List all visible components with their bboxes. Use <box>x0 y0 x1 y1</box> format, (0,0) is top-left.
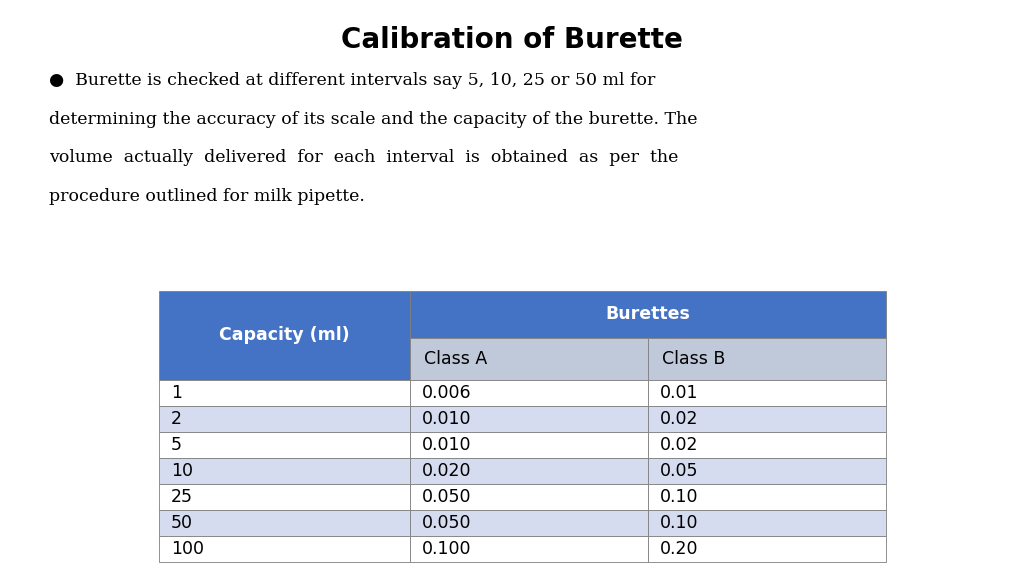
Text: 0.050: 0.050 <box>422 514 471 532</box>
Text: 0.02: 0.02 <box>660 410 698 427</box>
Text: 2: 2 <box>171 410 182 427</box>
Text: 0.10: 0.10 <box>660 488 698 506</box>
Bar <box>410 338 648 380</box>
Text: 5: 5 <box>171 435 182 453</box>
Text: Burettes: Burettes <box>605 305 690 324</box>
Text: Calibration of Burette: Calibration of Burette <box>341 26 683 54</box>
Text: ●  Burette is checked at different intervals say 5, 10, 25 or 50 ml for: ● Burette is checked at different interv… <box>49 72 655 89</box>
Bar <box>159 406 410 431</box>
Bar <box>648 510 886 536</box>
Text: Capacity (ml): Capacity (ml) <box>219 326 349 344</box>
Bar <box>159 380 410 406</box>
Bar <box>410 406 648 431</box>
Text: 100: 100 <box>171 540 204 558</box>
Bar <box>410 484 648 510</box>
Text: procedure outlined for milk pipette.: procedure outlined for milk pipette. <box>49 188 365 205</box>
Bar <box>648 536 886 562</box>
Text: 0.100: 0.100 <box>422 540 471 558</box>
Text: 0.02: 0.02 <box>660 435 698 453</box>
Bar <box>648 406 886 431</box>
Bar <box>159 536 410 562</box>
Text: 0.20: 0.20 <box>660 540 698 558</box>
Text: 0.010: 0.010 <box>422 410 471 427</box>
Bar <box>159 457 410 484</box>
Text: Class B: Class B <box>663 350 726 368</box>
Text: 0.01: 0.01 <box>660 384 698 401</box>
Bar <box>159 431 410 457</box>
Bar <box>410 291 886 338</box>
Bar <box>648 484 886 510</box>
Text: 0.010: 0.010 <box>422 435 471 453</box>
Bar <box>159 291 410 380</box>
Text: 0.050: 0.050 <box>422 488 471 506</box>
Bar <box>410 457 648 484</box>
Text: determining the accuracy of its scale and the capacity of the burette. The: determining the accuracy of its scale an… <box>49 111 697 128</box>
Text: 0.006: 0.006 <box>422 384 471 401</box>
Bar <box>648 431 886 457</box>
Text: 50: 50 <box>171 514 193 532</box>
Text: 25: 25 <box>171 488 193 506</box>
Bar <box>410 431 648 457</box>
Text: volume  actually  delivered  for  each  interval  is  obtained  as  per  the: volume actually delivered for each inter… <box>49 149 679 166</box>
Bar <box>410 510 648 536</box>
Text: 1: 1 <box>171 384 182 401</box>
Text: 10: 10 <box>171 461 193 480</box>
Bar <box>648 380 886 406</box>
Bar <box>648 457 886 484</box>
Text: Class A: Class A <box>424 350 487 368</box>
Bar <box>648 338 886 380</box>
Bar <box>159 510 410 536</box>
Text: 0.020: 0.020 <box>422 461 471 480</box>
Text: 0.05: 0.05 <box>660 461 698 480</box>
Text: 0.10: 0.10 <box>660 514 698 532</box>
Bar <box>159 484 410 510</box>
Bar <box>410 380 648 406</box>
Bar <box>410 536 648 562</box>
